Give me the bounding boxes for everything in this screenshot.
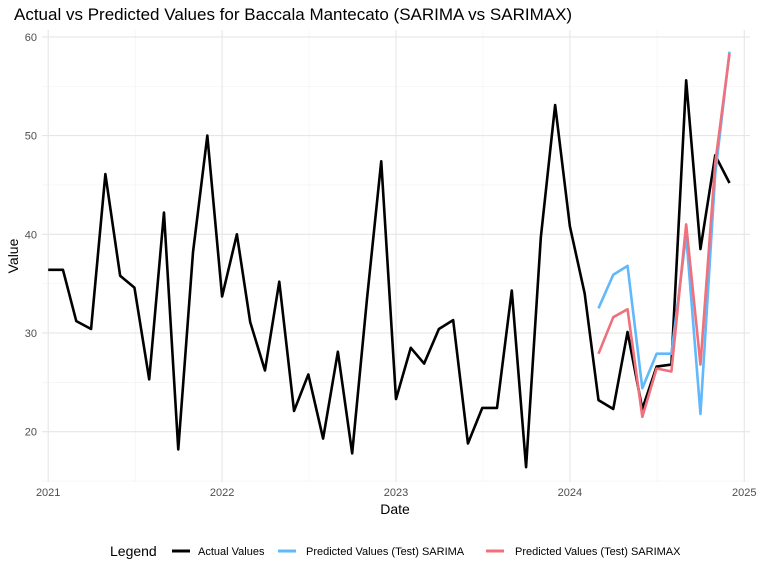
major-gridlines bbox=[42, 30, 750, 482]
x-axis-title: Date bbox=[380, 501, 410, 517]
y-tick-label: 60 bbox=[25, 32, 37, 44]
x-tick-label: 2025 bbox=[732, 487, 756, 499]
legend-item-sarimax: Predicted Values (Test) SARIMAX bbox=[486, 546, 681, 558]
x-tick-label: 2024 bbox=[558, 487, 582, 499]
legend-item-actual: Actual Values bbox=[172, 546, 265, 558]
y-tick-label: 30 bbox=[25, 328, 37, 340]
x-tick-label: 2021 bbox=[36, 487, 60, 499]
chart-title: Actual vs Predicted Values for Baccala M… bbox=[14, 5, 572, 24]
y-tick-label: 50 bbox=[25, 131, 37, 143]
legend: Legend Actual Values Predicted Values (T… bbox=[110, 543, 681, 559]
series-lines bbox=[48, 51, 731, 469]
x-tick-label: 2022 bbox=[210, 487, 234, 499]
legend-label-actual: Actual Values bbox=[198, 546, 265, 558]
y-tick-label: 40 bbox=[25, 229, 37, 241]
legend-label-sarima: Predicted Values (Test) SARIMA bbox=[306, 546, 465, 558]
x-axis-tick-labels: 2021 2022 2023 2024 2025 bbox=[36, 487, 757, 499]
legend-item-sarima: Predicted Values (Test) SARIMA bbox=[278, 546, 465, 558]
series-line-sarimax bbox=[597, 53, 731, 419]
y-tick-label: 20 bbox=[25, 427, 37, 439]
legend-label-sarimax: Predicted Values (Test) SARIMAX bbox=[515, 546, 681, 558]
series-line-actual bbox=[48, 79, 731, 469]
legend-title: Legend bbox=[110, 543, 157, 559]
series-line-sarima bbox=[597, 51, 731, 416]
y-axis-tick-labels: 20 30 40 50 60 bbox=[25, 32, 37, 439]
x-tick-label: 2023 bbox=[384, 487, 408, 499]
y-axis-title: Value bbox=[5, 238, 21, 273]
